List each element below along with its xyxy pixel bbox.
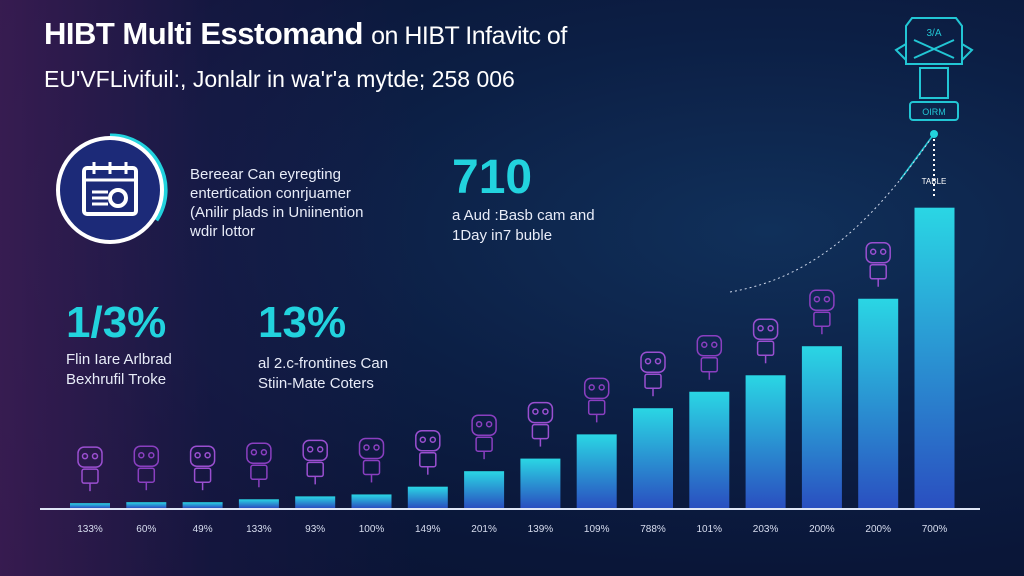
stat-line: Bexhrufil Troke xyxy=(66,371,167,388)
title-rest: on HIBT Infavitc of xyxy=(371,22,567,50)
x-tick-label: 201% xyxy=(471,524,497,535)
trend-line xyxy=(729,139,931,293)
stat-line: Flin Iare Arlbrad xyxy=(66,351,172,368)
robot-icon xyxy=(358,437,385,483)
feature-line: entertication conrjuamer xyxy=(190,185,351,202)
robot-icon xyxy=(189,445,216,491)
stat-line: al 2.c-frontines Can xyxy=(258,355,389,372)
robot-icon xyxy=(302,439,328,485)
x-tick-label: 700% xyxy=(921,524,948,535)
feature-line: wdir lottor xyxy=(190,223,256,240)
robot-icon xyxy=(415,429,441,475)
title-bold: HIBT Multi Esstomand xyxy=(44,16,363,51)
stat-line: 1Day in7 buble xyxy=(452,227,553,244)
robot-icon xyxy=(696,335,723,380)
robot-icon xyxy=(865,242,891,287)
bar xyxy=(407,486,448,508)
bar xyxy=(464,471,505,508)
stat-value: 13% xyxy=(258,298,347,347)
bar xyxy=(238,499,279,508)
feature-line: (Anilir plads in Uniinention xyxy=(190,204,364,221)
x-tick-label: 100% xyxy=(358,524,385,535)
x-tick-label: 203% xyxy=(752,524,779,535)
page-title: HIBT Multi Esstomand on HIBT Infavitc of xyxy=(44,16,567,52)
feature-description: Bereear Can eyregting entertication conr… xyxy=(190,165,363,241)
robot-text-bottom: OIRM xyxy=(922,107,946,117)
peak-label: TABLE xyxy=(922,177,947,186)
x-tick-label: 93% xyxy=(305,524,326,535)
x-tick-label: 60% xyxy=(136,524,157,535)
x-tick-label: 149% xyxy=(415,524,441,535)
bar xyxy=(745,375,786,508)
robot-icon xyxy=(133,445,160,491)
x-axis xyxy=(40,508,980,510)
feature-line: Bereear Can eyregting xyxy=(190,166,341,183)
x-tick-label: 200% xyxy=(865,524,891,535)
stat-label: Flin Iare Arlbrad Bexhrufil Troke xyxy=(66,350,172,390)
bar xyxy=(858,298,899,508)
bar xyxy=(520,458,561,508)
x-tick-label: 133% xyxy=(77,524,103,535)
bar xyxy=(351,494,392,508)
bar xyxy=(70,503,110,508)
x-tick-label: 49% xyxy=(192,524,213,535)
stat-label: a Aud :Basb cam and 1Day in7 buble xyxy=(452,206,595,246)
calendar-gear-icon xyxy=(56,136,164,244)
stat-label: al 2.c-frontines Can Stiin-Mate Coters xyxy=(258,354,388,394)
stat-line: a Aud :Basb cam and xyxy=(452,207,595,224)
bar xyxy=(633,408,673,508)
bar xyxy=(295,496,336,508)
bar xyxy=(576,434,617,508)
bar xyxy=(182,502,223,508)
subtitle: EU'VFLivifuil:, Jonlalr in wa'r'a mytde;… xyxy=(44,66,515,92)
x-tick-label: 109% xyxy=(583,524,610,535)
stat-line: Stiin-Mate Coters xyxy=(258,375,374,392)
stat-value: 710 xyxy=(452,151,533,204)
robot-icon xyxy=(77,446,103,492)
robot-icon xyxy=(527,401,554,447)
robot-text-top: 3/A xyxy=(926,28,941,39)
stat-value: 1/3% xyxy=(66,298,167,347)
robot-icon xyxy=(640,351,666,397)
robot-icon xyxy=(583,377,610,423)
robot-icon xyxy=(752,318,779,364)
bar xyxy=(689,391,730,508)
bar xyxy=(914,207,955,508)
bar xyxy=(126,502,167,508)
robot-icon xyxy=(471,414,497,460)
x-tick-label: 101% xyxy=(696,524,723,535)
bar xyxy=(801,346,842,508)
x-tick-label: 133% xyxy=(246,524,272,535)
x-tick-label: 200% xyxy=(809,524,835,535)
x-tick-label: 139% xyxy=(527,524,554,535)
x-tick-label: 788% xyxy=(640,524,666,535)
robot-icon xyxy=(809,289,835,335)
robot-icon xyxy=(246,442,272,488)
